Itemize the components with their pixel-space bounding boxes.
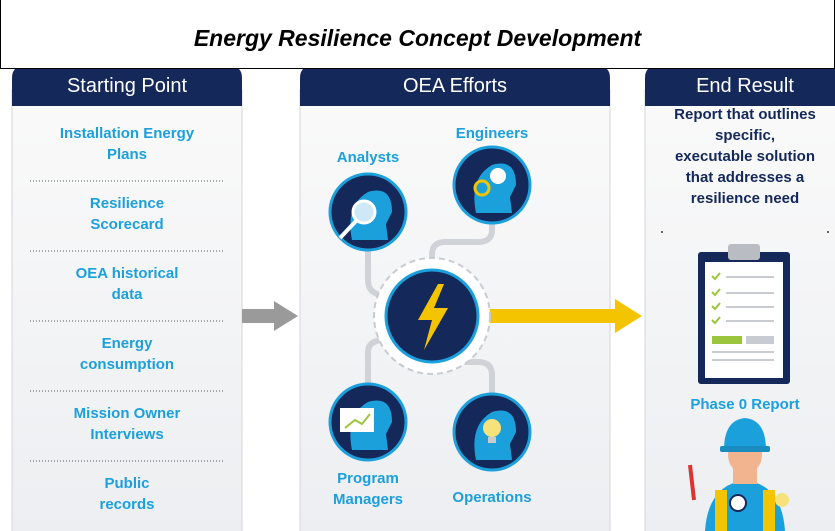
source-item: Plans [12, 146, 242, 164]
column-header: Starting Point [12, 68, 242, 104]
role-label: Operations [422, 489, 562, 507]
dot [661, 231, 663, 233]
source-item: consumption [12, 356, 242, 374]
result-description: executable solution [645, 148, 835, 166]
result-description: specific, [645, 127, 835, 145]
source-item: data [12, 286, 242, 304]
dot [827, 231, 829, 233]
clipboard-icon [698, 244, 790, 384]
result-description: that addresses a [645, 169, 835, 187]
result-description: resilience need [645, 190, 835, 208]
column-header: OEA Efforts [300, 68, 610, 104]
source-item: Public [12, 475, 242, 493]
source-item: Scorecard [12, 216, 242, 234]
caption: Phase 0 Report [645, 396, 835, 414]
source-item: Installation Energy [12, 125, 242, 143]
role-label: Analysts [298, 149, 438, 167]
source-item: records [12, 496, 242, 514]
source-item: Interviews [12, 426, 242, 444]
page: Energy Resilience Concept Development St… [0, 0, 835, 531]
source-item: OEA historical [12, 265, 242, 283]
column-header: End Result [645, 68, 835, 104]
source-item: Energy [12, 335, 242, 353]
role-label: Engineers [422, 125, 562, 143]
arrow [242, 301, 298, 331]
source-item: Resilience [12, 195, 242, 213]
result-description: Report that outlines [645, 106, 835, 124]
title: Energy Resilience Concept Development [0, 0, 835, 69]
source-item: Mission Owner [12, 405, 242, 423]
role-label: Program [298, 470, 438, 488]
role-label: Managers [298, 491, 438, 509]
